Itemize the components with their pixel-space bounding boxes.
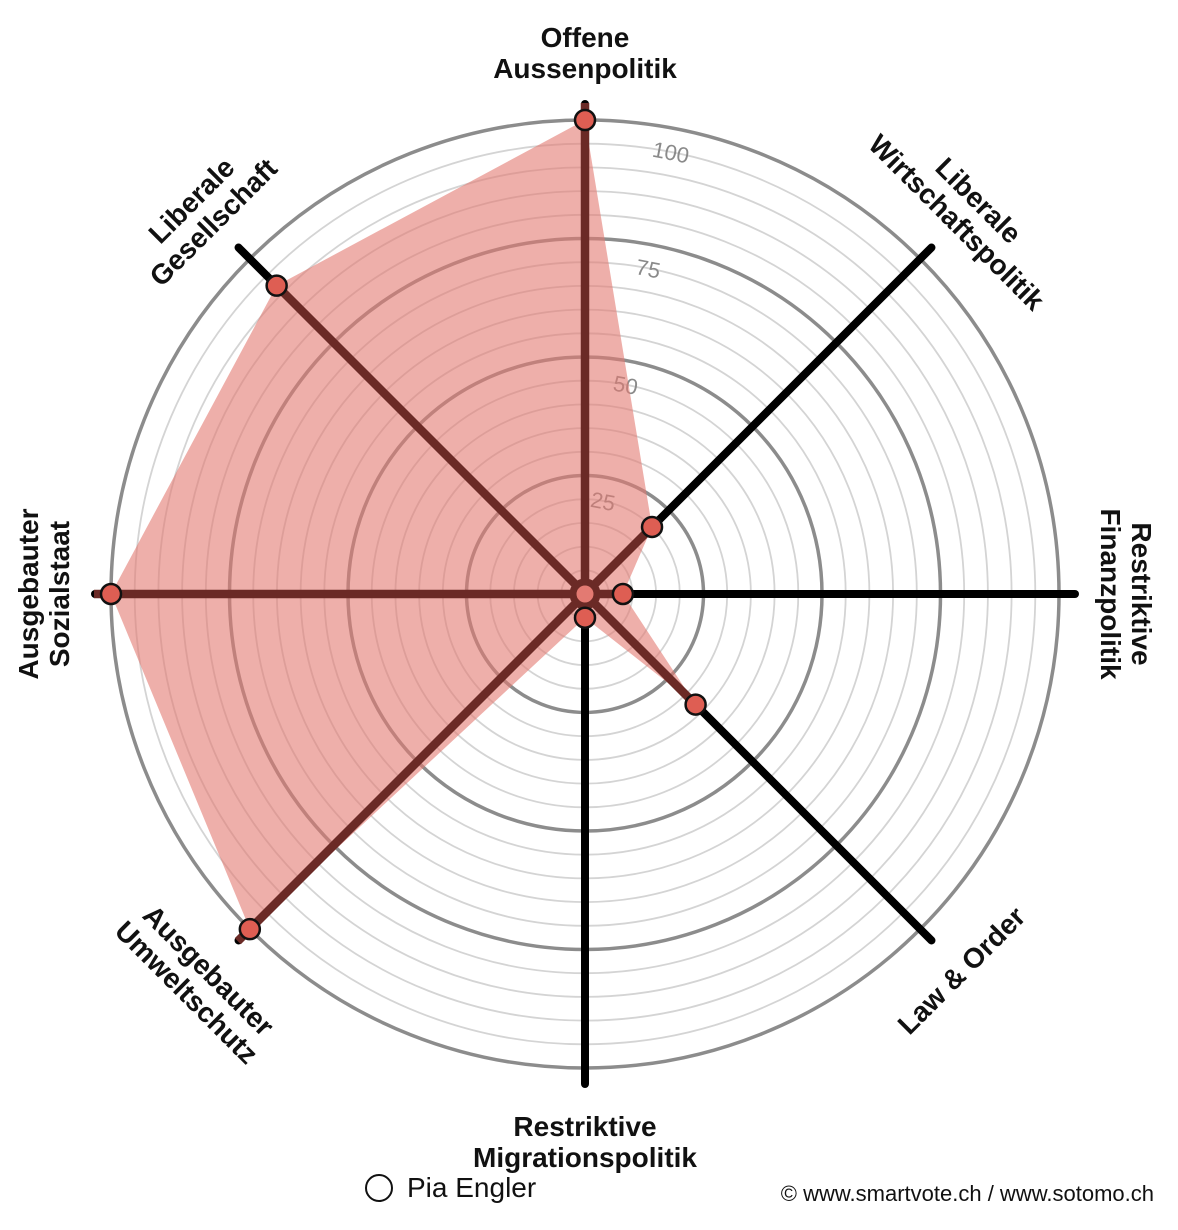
axis-label-line: Ausgebauter: [13, 508, 44, 679]
legend: Pia Engler: [365, 1172, 536, 1204]
center-marker: [569, 578, 601, 610]
axis-value-line: [581, 590, 699, 708]
series-area-polygon: [111, 120, 696, 930]
axis-label: Offene Aussenpolitik: [493, 22, 677, 84]
data-point: [238, 917, 262, 941]
axis-label-line: Aussenpolitik: [493, 53, 677, 84]
data-points: [99, 108, 707, 941]
axis-lines: [91, 100, 1079, 1088]
axis-value-line: [273, 282, 589, 598]
data-point: [99, 582, 123, 606]
axis-label-line: Finanzpolitik: [1095, 508, 1126, 680]
series-area: [111, 120, 696, 930]
axis-value-line: [581, 523, 656, 598]
data-point: [640, 515, 664, 539]
axis-label-line: Restriktive: [513, 1111, 656, 1142]
data-point: [611, 582, 635, 606]
tick-label: 100: [650, 137, 691, 169]
data-point: [265, 274, 288, 297]
copyright-text: © www.smartvote.ch / www.sotomo.ch: [780, 1181, 1154, 1206]
data-point: [573, 606, 597, 629]
axis-value-line: [234, 590, 589, 945]
axis-label-line: Offene: [541, 22, 630, 53]
legend-marker-icon: [365, 1174, 393, 1202]
data-point: [573, 108, 597, 132]
axis-label: RestriktiveFinanzpolitik: [1095, 508, 1157, 680]
axis-label-line: Migrationspolitik: [473, 1142, 697, 1173]
axis-label-line: Restriktive: [1126, 522, 1157, 665]
axis-label: Restriktive Migrationspolitik: [473, 1111, 697, 1173]
center-ring: [569, 578, 601, 610]
tick-label: 75: [634, 254, 663, 283]
axis-label-line: Sozialstaat: [44, 521, 75, 667]
data-point: [684, 693, 707, 716]
legend-label: Pia Engler: [407, 1172, 537, 1203]
axis-label: AusgebauterSozialstaat: [13, 508, 75, 679]
